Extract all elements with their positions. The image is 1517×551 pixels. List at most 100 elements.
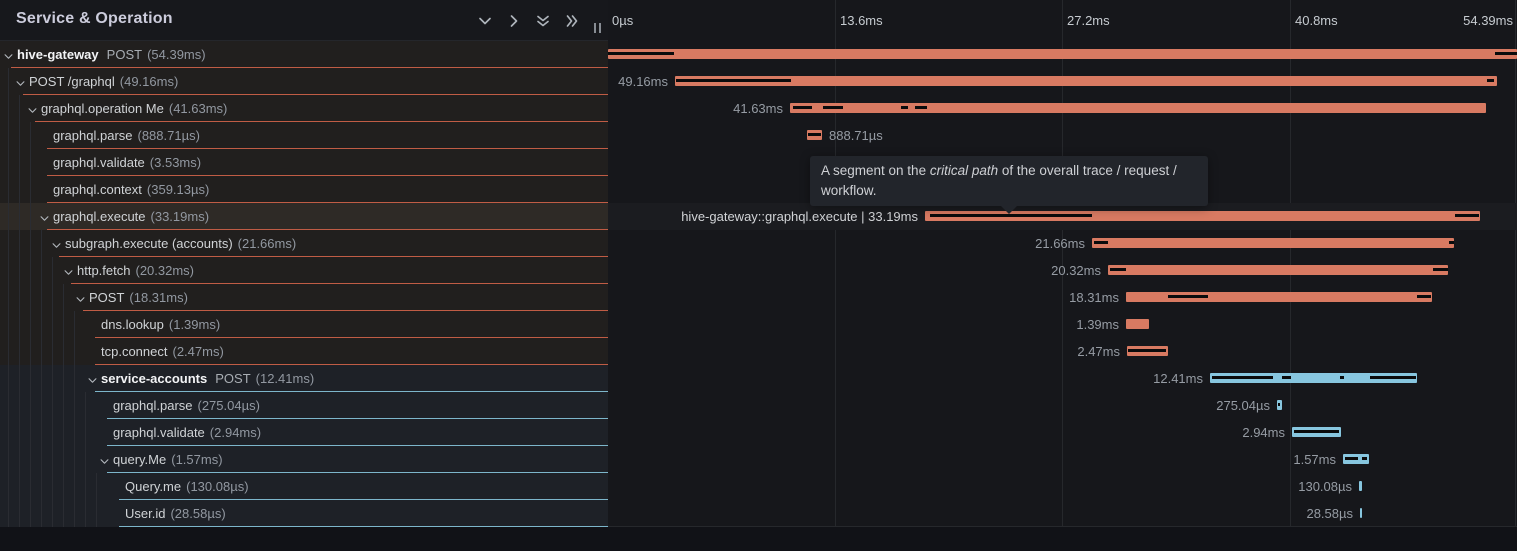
span-bar[interactable] xyxy=(1210,373,1417,383)
span-duration-label: 275.04µs xyxy=(1216,398,1270,413)
span-bar[interactable] xyxy=(790,103,1486,113)
tree-row-4[interactable]: graphql.validate (3.53ms) xyxy=(0,149,608,176)
angle-right-icon[interactable] xyxy=(505,12,522,29)
tree-row-2[interactable]: graphql.operation Me (41.63ms) xyxy=(0,95,608,122)
column-resize-handle[interactable] xyxy=(594,23,601,33)
tree-row-5[interactable]: graphql.context (359.13µs) xyxy=(0,176,608,203)
operation-name: dns.lookup xyxy=(101,317,164,332)
span-bar[interactable] xyxy=(675,76,1497,86)
indent-guide xyxy=(19,176,20,203)
angle-double-right-icon[interactable] xyxy=(563,12,580,29)
operation-name: graphql.validate xyxy=(113,425,205,440)
chevron-down-icon[interactable] xyxy=(3,49,14,60)
span-duration: (33.19ms) xyxy=(150,209,210,224)
timeline-row-8[interactable]: 20.32ms xyxy=(608,257,1517,284)
row-border xyxy=(95,391,608,392)
timeline-row-14[interactable]: 2.94ms xyxy=(608,419,1517,446)
timeline-row-7[interactable]: 21.66ms xyxy=(608,230,1517,257)
timeline-row-17[interactable]: 28.58µs xyxy=(608,500,1517,527)
timeline-row-6[interactable]: hive-gateway::graphql.execute | 33.19ms xyxy=(608,203,1517,230)
tree-row-17[interactable]: User.id (28.58µs) xyxy=(0,500,608,527)
chevron-down-icon[interactable] xyxy=(51,238,62,249)
indent-guide xyxy=(8,392,9,419)
indent-guide xyxy=(8,284,9,311)
operation-name: Query.me xyxy=(125,479,182,494)
tree-row-12[interactable]: service-accounts POST (12.41ms) xyxy=(0,365,608,392)
axis-tick: 13.6ms xyxy=(840,13,883,28)
tree-row-9[interactable]: POST (18.31ms) xyxy=(0,284,608,311)
chevron-down-icon[interactable] xyxy=(27,103,38,114)
span-bar[interactable] xyxy=(1126,292,1432,302)
span-label: Query.me (130.08µs) xyxy=(125,473,249,500)
span-bar[interactable] xyxy=(1359,481,1362,491)
span-bar[interactable] xyxy=(608,49,1517,59)
span-bar[interactable] xyxy=(1092,238,1454,248)
operation-name: graphql.validate xyxy=(53,155,145,170)
critical-path-segment xyxy=(1417,295,1431,298)
chevron-down-icon[interactable] xyxy=(63,265,74,276)
axis-tick: 54.39ms xyxy=(1463,13,1513,28)
axis-tick: 40.8ms xyxy=(1295,13,1338,28)
span-label: POST (18.31ms) xyxy=(89,284,188,311)
timeline-row-12[interactable]: 12.41ms xyxy=(608,365,1517,392)
indent-guide xyxy=(19,311,20,338)
indent-guide xyxy=(41,419,42,446)
timeline-row-11[interactable]: 2.47ms xyxy=(608,338,1517,365)
operation-name: subgraph.execute (accounts) xyxy=(65,236,233,251)
span-duration-label: 2.94ms xyxy=(1242,425,1285,440)
axis-tick: 0µs xyxy=(612,13,634,28)
indent-guide xyxy=(30,419,31,446)
tree-row-3[interactable]: graphql.parse (888.71µs) xyxy=(0,122,608,149)
tree-row-15[interactable]: query.Me (1.57ms) xyxy=(0,446,608,473)
chevron-down-icon[interactable] xyxy=(87,373,98,384)
row-border xyxy=(83,310,608,311)
span-duration-label: 12.41ms xyxy=(1153,371,1203,386)
timeline-row-0[interactable] xyxy=(608,41,1517,68)
angle-down-icon[interactable] xyxy=(476,12,493,29)
indent-guide xyxy=(19,257,20,284)
indent-guide xyxy=(85,473,86,500)
tree-row-6[interactable]: graphql.execute (33.19ms) xyxy=(0,203,608,230)
tree-row-8[interactable]: http.fetch (20.32ms) xyxy=(0,257,608,284)
timeline-row-1[interactable]: 49.16ms xyxy=(608,68,1517,95)
span-duration: (359.13µs) xyxy=(146,182,210,197)
span-label: graphql.parse (275.04µs) xyxy=(113,392,260,419)
span-duration: (49.16ms) xyxy=(119,74,179,89)
chevron-down-icon[interactable] xyxy=(75,292,86,303)
angle-double-down-icon[interactable] xyxy=(534,12,551,29)
tree-row-0[interactable]: hive-gateway POST (54.39ms) xyxy=(0,41,608,68)
tree-row-16[interactable]: Query.me (130.08µs) xyxy=(0,473,608,500)
timeline-row-9[interactable]: 18.31ms xyxy=(608,284,1517,311)
indent-guide xyxy=(85,392,86,419)
tree-row-13[interactable]: graphql.parse (275.04µs) xyxy=(0,392,608,419)
timeline-row-2[interactable]: 41.63ms xyxy=(608,95,1517,122)
indent-guide xyxy=(52,257,53,284)
span-bar[interactable] xyxy=(1108,265,1448,275)
chevron-down-icon[interactable] xyxy=(15,76,26,87)
indent-guide xyxy=(74,338,75,365)
tree-row-11[interactable]: tcp.connect (2.47ms) xyxy=(0,338,608,365)
operation-name: http.fetch xyxy=(77,263,131,278)
span-bar[interactable] xyxy=(925,211,1480,221)
timeline-row-13[interactable]: 275.04µs xyxy=(608,392,1517,419)
timeline-row-15[interactable]: 1.57ms xyxy=(608,446,1517,473)
span-label: graphql.validate (2.94ms) xyxy=(113,419,261,446)
span-duration-label: 41.63ms xyxy=(733,101,783,116)
tree-row-1[interactable]: POST /graphql (49.16ms) xyxy=(0,68,608,95)
span-bar[interactable] xyxy=(1126,319,1149,329)
indent-guide xyxy=(74,392,75,419)
tree-row-7[interactable]: subgraph.execute (accounts) (21.66ms) xyxy=(0,230,608,257)
critical-path-segment xyxy=(1362,457,1367,460)
tree-row-10[interactable]: dns.lookup (1.39ms) xyxy=(0,311,608,338)
span-bar[interactable] xyxy=(1360,508,1362,518)
timeline-row-3[interactable]: 888.71µs xyxy=(608,122,1517,149)
chevron-down-icon[interactable] xyxy=(99,454,110,465)
chevron-down-icon[interactable] xyxy=(39,211,50,222)
tree-row-14[interactable]: graphql.validate (2.94ms) xyxy=(0,419,608,446)
operation-name: POST /graphql xyxy=(29,74,115,89)
timeline-row-10[interactable]: 1.39ms xyxy=(608,311,1517,338)
timeline-row-16[interactable]: 130.08µs xyxy=(608,473,1517,500)
critical-path-segment xyxy=(1282,376,1291,379)
axis-gridline xyxy=(1290,0,1291,526)
